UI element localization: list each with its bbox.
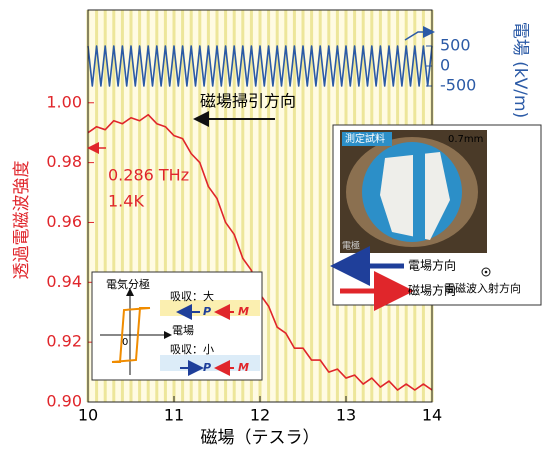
stripe [284, 10, 287, 402]
stripe [310, 10, 313, 402]
stripe [302, 10, 305, 402]
x-tick-label: 12 [250, 406, 270, 425]
stripe [319, 10, 322, 402]
stripe [267, 10, 270, 402]
inset-text: 吸収：小 [170, 343, 214, 356]
y2-tick-label: 0 [440, 56, 450, 75]
y-tick-label: 0.98 [46, 152, 82, 171]
photo-inset: 測定試料 0.7mm 電極 電場方向 磁場方向 電磁波入射方向 [333, 125, 541, 305]
inset-text: 電場方向 [408, 258, 456, 273]
inset-text: 0.7mm [448, 134, 483, 145]
hysteresis-inset: 電気分極 吸収：大 電場 吸収：小 0 P M P M [92, 272, 262, 380]
inset-text: 電場 [172, 324, 194, 337]
inset-text: P [203, 305, 211, 318]
temperature-label: 1.4K [108, 192, 144, 211]
inset-text: M [238, 305, 249, 318]
y-tick-label: 1.00 [46, 92, 82, 111]
frequency-label: 0.286 THz [108, 166, 189, 185]
inset-text: 電極 [342, 240, 360, 252]
y2-axis-label: 電場 (kV/m) [510, 22, 530, 118]
inset-text: 電磁波入射方向 [444, 281, 521, 295]
inset-text: 0 [122, 337, 128, 348]
chart: 透過電磁波強度 磁場（テスラ） 電場 (kV/m) 磁場掃引方向 0.286 T… [0, 0, 544, 450]
y-tick-label: 0.92 [46, 332, 82, 351]
y2-tick-label: 500 [440, 36, 471, 55]
stripe [327, 10, 330, 402]
inset-text: P [203, 361, 211, 374]
y-tick-label: 0.90 [46, 392, 82, 411]
inset-text: 電気分極 [106, 277, 150, 291]
y2-tick-label: -500 [440, 76, 476, 95]
inset-text: 吸収：大 [170, 289, 214, 303]
x-tick-label: 11 [164, 406, 184, 425]
y-tick-label: 0.94 [46, 272, 82, 291]
stripe [276, 10, 279, 402]
photo-stripe [413, 148, 425, 240]
x-axis-label: 磁場（テスラ） [201, 428, 320, 448]
y-tick-label: 0.96 [46, 212, 82, 231]
sweep-label: 磁場掃引方向 [200, 92, 296, 111]
x-tick-label: 13 [336, 406, 356, 425]
wave-symbol [485, 271, 488, 274]
stripe [293, 10, 296, 402]
x-tick-label: 14 [422, 406, 442, 425]
inset-text: M [238, 361, 249, 374]
inset-text: 測定試料 [345, 132, 385, 145]
y-axis-label: 透過電磁波強度 [12, 161, 32, 280]
